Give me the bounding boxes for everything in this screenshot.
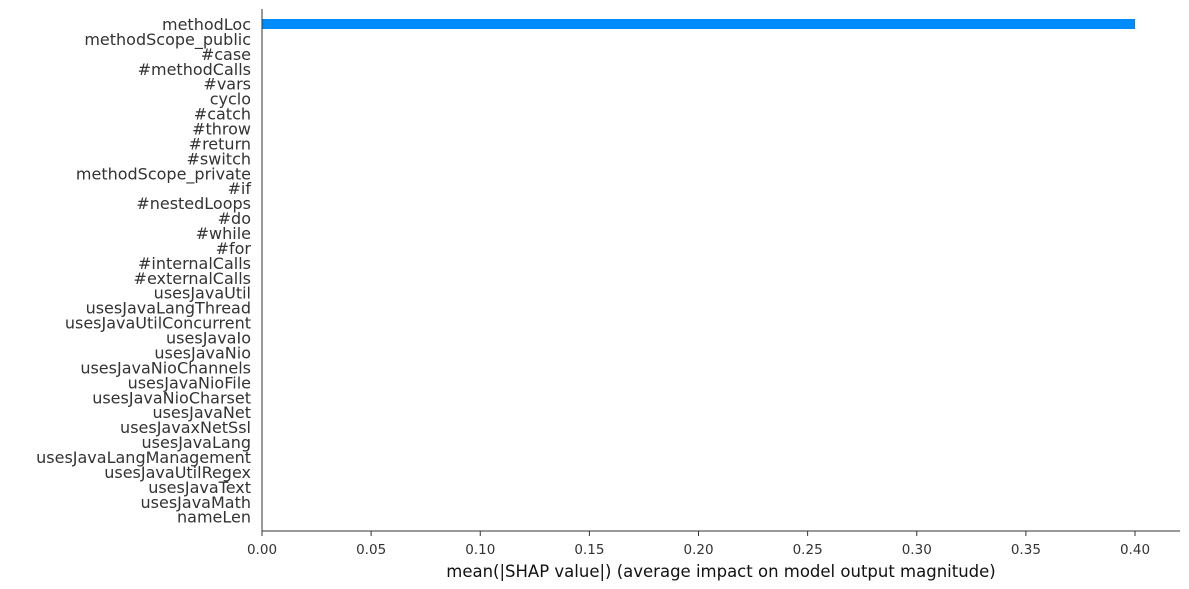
y-tick-label: #while bbox=[196, 224, 251, 243]
y-tick-label: usesJavaNioCharset bbox=[92, 388, 251, 407]
y-tick-label: #return bbox=[189, 134, 251, 153]
y-tick-label: #methodCalls bbox=[138, 60, 251, 79]
bar-0 bbox=[262, 19, 1135, 29]
y-tick-label: usesJavaNio bbox=[154, 343, 251, 362]
y-tick-label: usesJavaNioFile bbox=[128, 373, 251, 392]
y-tick-label: usesJavaMath bbox=[141, 493, 251, 512]
y-tick-label: usesJavaUtil bbox=[154, 284, 251, 303]
y-tick-label: #do bbox=[218, 209, 251, 228]
x-tick-label: 0.35 bbox=[1011, 542, 1041, 558]
y-tick-label: #case bbox=[201, 45, 251, 64]
y-tick-label: usesJavaNioChannels bbox=[80, 358, 251, 377]
y-tick-label: nameLen bbox=[177, 508, 251, 527]
y-tick-label: usesJavaxNetSsl bbox=[120, 418, 251, 437]
y-tick-label: usesJavaLangManagement bbox=[36, 448, 251, 467]
y-tick-label: usesJavaIo bbox=[166, 329, 251, 348]
x-tick-label: 0.10 bbox=[465, 542, 495, 558]
x-tick-label: 0.40 bbox=[1120, 542, 1150, 558]
x-axis-label: mean(|SHAP value|) (average impact on mo… bbox=[446, 562, 996, 581]
y-tick-label: methodLoc bbox=[162, 15, 251, 34]
x-tick-label: 0.05 bbox=[356, 542, 386, 558]
x-tick-label: 0.25 bbox=[793, 542, 823, 558]
y-tick-label: usesJavaText bbox=[148, 478, 251, 497]
y-tick-label: usesJavaNet bbox=[152, 403, 251, 422]
y-tick-label: #for bbox=[216, 239, 252, 258]
y-tick-label: #switch bbox=[187, 149, 251, 168]
y-tick-label: usesJavaUtilConcurrent bbox=[65, 314, 251, 333]
y-tick-label: usesJavaLang bbox=[142, 433, 251, 452]
y-tick-labels: methodLocmethodScope_public#case#methodC… bbox=[36, 15, 251, 527]
y-tick-label: usesJavaUtilRegex bbox=[104, 463, 251, 482]
bars-group bbox=[262, 19, 1135, 29]
x-tick-label: 0.00 bbox=[247, 542, 277, 558]
y-tick-label: methodScope_private bbox=[76, 164, 251, 184]
y-tick-label: #catch bbox=[194, 105, 251, 124]
y-tick-label: #vars bbox=[203, 75, 251, 94]
y-tick-label: #externalCalls bbox=[134, 269, 251, 288]
y-tick-label: #internalCalls bbox=[138, 254, 251, 273]
y-tick-label: cyclo bbox=[210, 90, 251, 109]
y-tick-label: methodScope_public bbox=[84, 30, 251, 50]
x-tick-label: 0.20 bbox=[683, 542, 713, 558]
y-tick-label: #nestedLoops bbox=[136, 194, 251, 213]
x-tick-label: 0.30 bbox=[902, 542, 932, 558]
y-tick-label: #throw bbox=[192, 120, 251, 139]
x-ticks: 0.00 0.05 0.10 0.15 0.20 0.25 0.30 0.35 0.40 bbox=[247, 531, 1150, 558]
x-tick-label: 0.15 bbox=[574, 542, 604, 558]
y-tick-label: usesJavaLangThread bbox=[86, 299, 251, 318]
y-tick-label: #if bbox=[228, 179, 252, 198]
